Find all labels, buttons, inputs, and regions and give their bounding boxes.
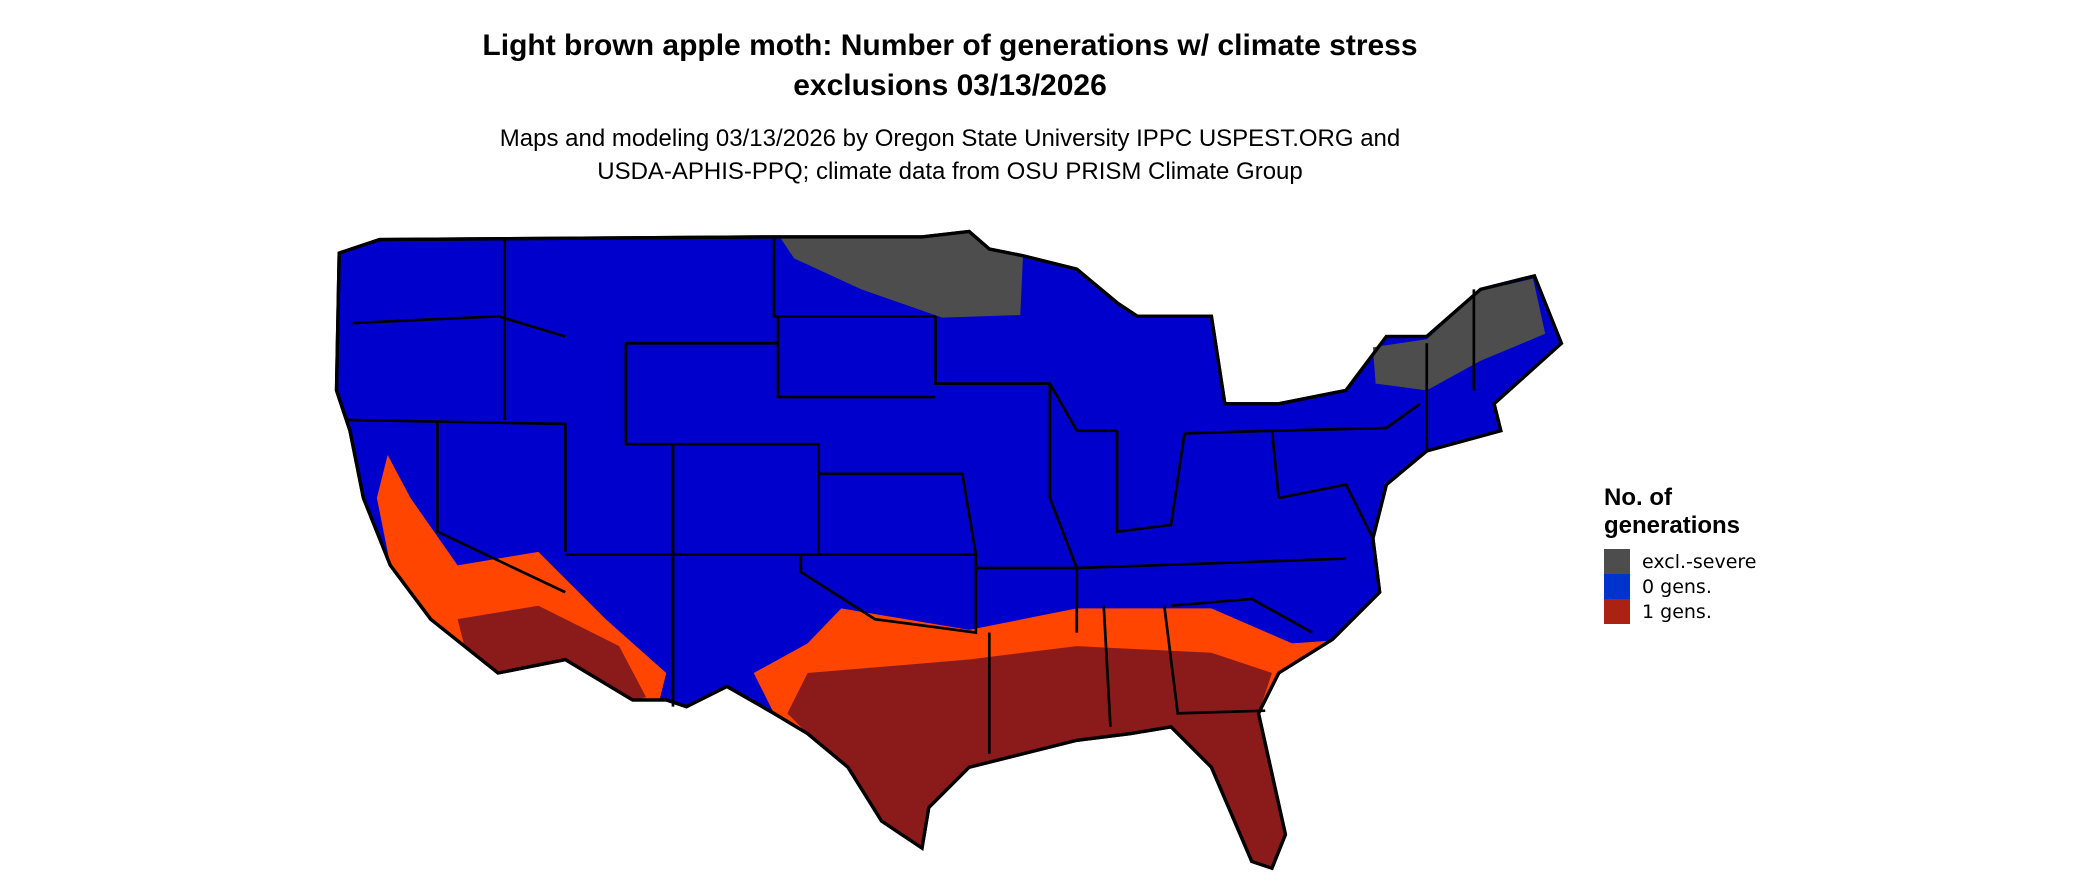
legend-label: 0 gens. (1642, 575, 1712, 598)
map-subtitle-line1: Maps and modeling 03/13/2026 by Oregon S… (499, 125, 1401, 152)
legend-item-one-gens: 1 gens. (1604, 599, 1712, 624)
legend-item-zero-gens: 0 gens. (1604, 574, 1712, 599)
legend-item-excluded: excl.-severe (1604, 549, 1757, 574)
legend-label: 1 gens. (1642, 600, 1712, 623)
map-title-line1: Light brown apple moth: Number of genera… (482, 29, 1418, 62)
us-outline (334, 229, 1564, 871)
map-subtitle-line2: USDA-APHIS-PPQ; climate data from OSU PR… (597, 158, 1303, 185)
legend-swatch (1604, 574, 1630, 599)
excluded-area-new-england (1372, 278, 1546, 391)
legend-label: excl.-severe (1642, 550, 1757, 573)
legend-title-line2: generations (1604, 512, 1741, 539)
one-generation-dark-southwest (457, 605, 647, 700)
map-title-line2: exclusions 03/13/2026 (793, 69, 1107, 102)
state-borders (347, 236, 1476, 754)
legend-title: No. of generations (1604, 484, 1740, 540)
excluded-area-north-plains (780, 232, 1023, 318)
one-generation-dark-south (787, 646, 1286, 869)
legend-title-line1: No. of (1604, 484, 1672, 511)
legend-swatch (1604, 599, 1630, 624)
legend-swatch (1604, 549, 1630, 574)
